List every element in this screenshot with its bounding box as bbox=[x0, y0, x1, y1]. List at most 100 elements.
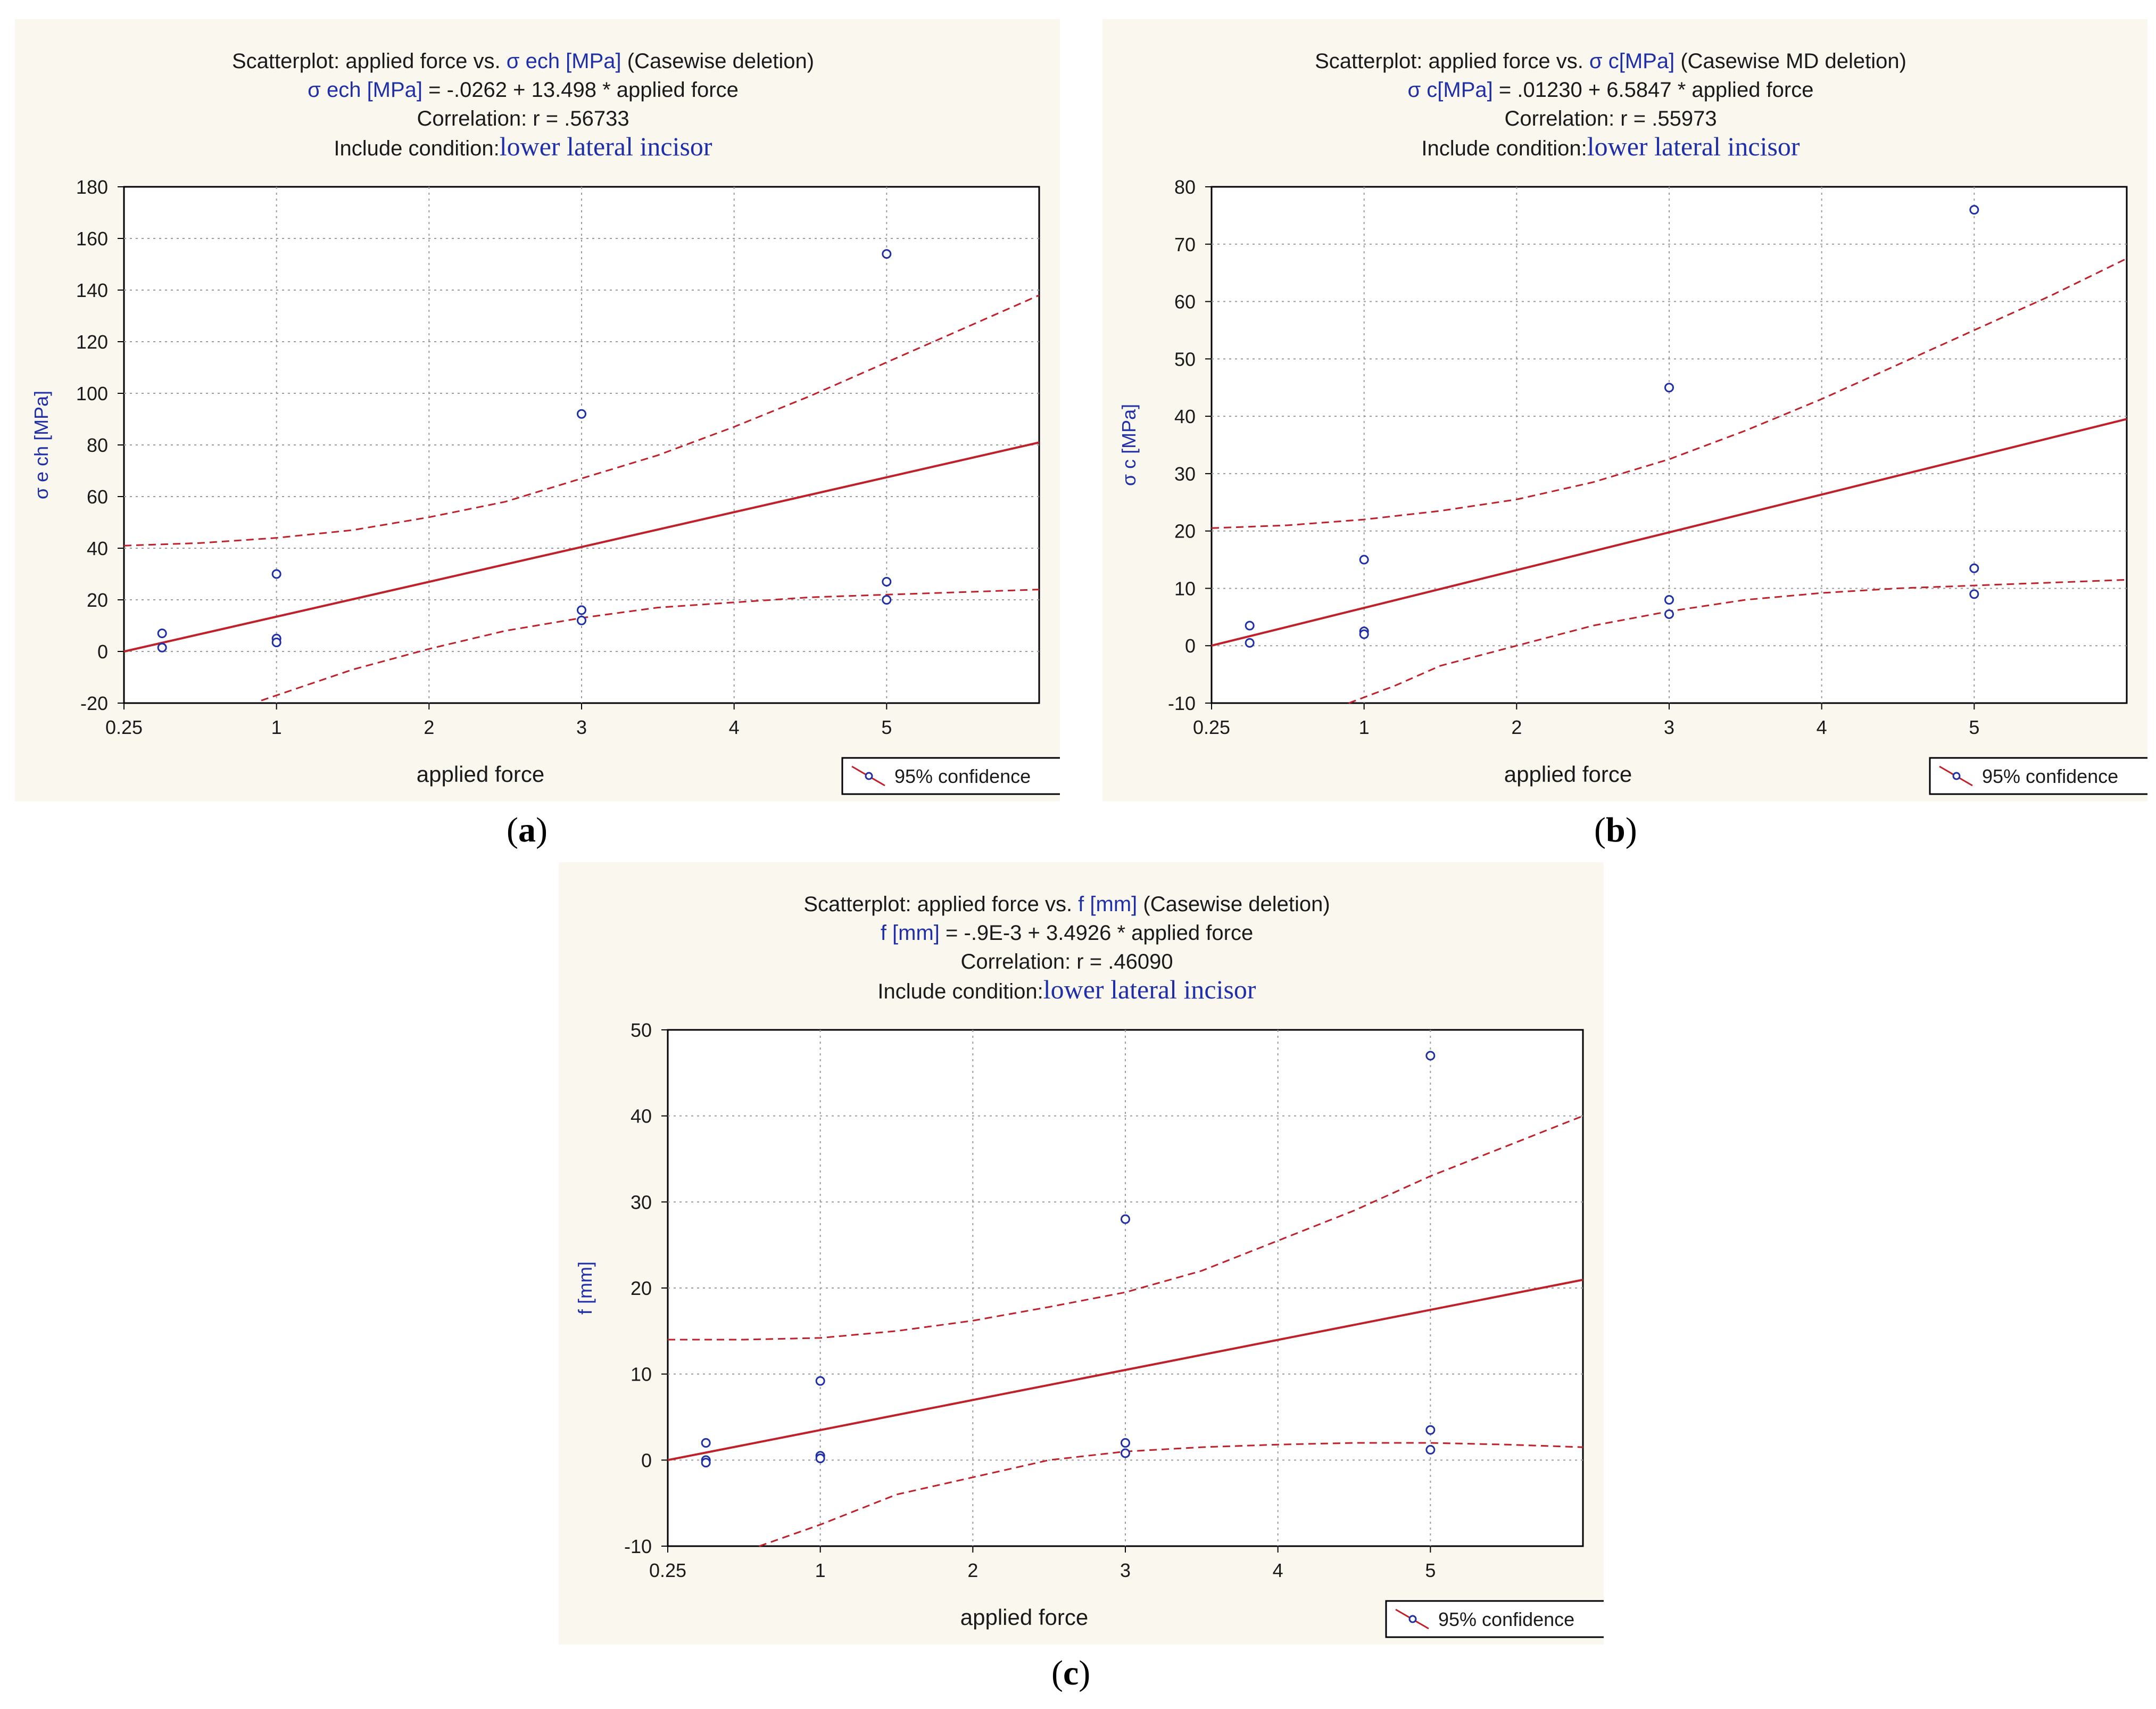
data-point-7 bbox=[1664, 609, 1674, 619]
legend-box bbox=[1385, 1600, 1604, 1638]
y-tick-label-9: 80 bbox=[1174, 176, 1196, 198]
data-point-5 bbox=[577, 409, 586, 419]
data-point-1 bbox=[157, 642, 167, 653]
y-tick-label-4: 30 bbox=[1174, 463, 1196, 485]
correlation-text: Correlation: r = .55973 bbox=[1504, 107, 1716, 130]
panel-label-c: (c) bbox=[1051, 1654, 1091, 1693]
chart-title-prefix: Scatterplot: applied force vs. bbox=[232, 49, 507, 73]
chart-title: Scatterplot: applied force vs. σ c[MPa] … bbox=[1315, 49, 1906, 73]
data-point-11 bbox=[1425, 1444, 1436, 1455]
regression-equation: σ c[MPa] = .01230 + 6.5847 * applied for… bbox=[1408, 78, 1814, 102]
data-point-2 bbox=[1359, 555, 1369, 565]
regression-line bbox=[1211, 418, 2127, 647]
data-point-8 bbox=[1969, 205, 1979, 215]
panel-label-a: (a) bbox=[507, 811, 548, 849]
x-tick-label-2: 2 bbox=[1511, 716, 1522, 738]
y-tick-label-7: 60 bbox=[1174, 291, 1196, 313]
data-point-6 bbox=[577, 605, 586, 615]
data-point-6 bbox=[1664, 595, 1674, 605]
x-axis-label: applied force bbox=[960, 1605, 1089, 1630]
x-tick-label-3: 3 bbox=[576, 716, 587, 738]
x-axis-label: applied force bbox=[1504, 762, 1632, 787]
chart-svg-a: Scatterplot: applied force vs. σ ech [MP… bbox=[30, 49, 1060, 795]
chart-panel-a: Scatterplot: applied force vs. σ ech [MP… bbox=[15, 19, 1060, 802]
equation-variable: σ ech [MPa] bbox=[308, 78, 422, 102]
y-tick-label-4: 60 bbox=[87, 486, 108, 508]
chart-panel-c: Scatterplot: applied force vs. f [mm] (C… bbox=[559, 862, 1604, 1645]
y-tick-label-2: 20 bbox=[87, 589, 108, 611]
correlation-text: Correlation: r = .56733 bbox=[417, 107, 629, 130]
confidence-band-upper bbox=[1211, 258, 2127, 529]
y-tick-label-10: 180 bbox=[76, 176, 108, 198]
x-tick-label-0: 0.25 bbox=[649, 1559, 686, 1581]
chart-title: Scatterplot: applied force vs. f [mm] (C… bbox=[803, 893, 1330, 916]
data-point-2 bbox=[271, 569, 281, 579]
chart-title-variable: f [mm] bbox=[1078, 893, 1137, 916]
legend-label: 95% confidence bbox=[1982, 765, 2118, 787]
include-condition: Include condition:lower lateral incisor bbox=[334, 131, 712, 161]
equation-rest: = -.9E-3 + 3.4926 * applied force bbox=[940, 921, 1253, 945]
include-condition-value: lower lateral incisor bbox=[1043, 975, 1256, 1004]
regression-equation: σ ech [MPa] = -.0262 + 13.498 * applied … bbox=[308, 78, 739, 102]
x-tick-label-5: 5 bbox=[881, 716, 892, 738]
data-point-7 bbox=[1121, 1438, 1130, 1448]
y-tick-label-0: -20 bbox=[80, 692, 108, 714]
y-tick-label-6: 50 bbox=[631, 1019, 652, 1041]
data-point-5 bbox=[815, 1454, 825, 1464]
regression-equation: f [mm] = -.9E-3 + 3.4926 * applied force bbox=[881, 921, 1253, 945]
confidence-band-upper bbox=[668, 1115, 1583, 1341]
include-condition: Include condition:lower lateral incisor bbox=[877, 975, 1256, 1004]
x-tick-label-4: 4 bbox=[729, 716, 740, 738]
chart-title-suffix: (Casewise MD deletion) bbox=[1674, 49, 1906, 73]
y-tick-label-0: -10 bbox=[1168, 692, 1196, 714]
data-point-3 bbox=[815, 1376, 825, 1386]
chart-title: Scatterplot: applied force vs. σ ech [MP… bbox=[232, 49, 814, 73]
include-condition-label: Include condition: bbox=[877, 980, 1043, 1003]
legend-point-symbol bbox=[1952, 772, 1961, 780]
y-tick-label-4: 30 bbox=[631, 1191, 652, 1213]
chart-panel-b: Scatterplot: applied force vs. σ c[MPa] … bbox=[1102, 19, 2147, 802]
equation-rest: = .01230 + 6.5847 * applied force bbox=[1493, 78, 1814, 102]
equation-rest: = -.0262 + 13.498 * applied force bbox=[422, 78, 739, 102]
x-tick-label-3: 3 bbox=[1120, 1559, 1131, 1581]
chart-title-prefix: Scatterplot: applied force vs. bbox=[803, 893, 1078, 916]
include-condition-label: Include condition: bbox=[1421, 137, 1587, 160]
confidence-band-upper bbox=[123, 294, 1040, 547]
chart-title-suffix: (Casewise deletion) bbox=[621, 49, 814, 73]
data-point-4 bbox=[271, 638, 281, 648]
data-point-4 bbox=[1359, 629, 1369, 639]
confidence-band-lower bbox=[261, 589, 1040, 701]
correlation-text: Correlation: r = .46090 bbox=[960, 950, 1173, 973]
data-point-5 bbox=[1664, 383, 1674, 393]
data-point-7 bbox=[577, 615, 586, 625]
chart-svg-c: Scatterplot: applied force vs. f [mm] (C… bbox=[574, 893, 1604, 1638]
legend-box bbox=[841, 757, 1060, 795]
data-point-10 bbox=[1425, 1425, 1436, 1435]
y-tick-label-5: 40 bbox=[1174, 406, 1196, 427]
include-condition: Include condition:lower lateral incisor bbox=[1421, 131, 1800, 161]
x-tick-label-0: 0.25 bbox=[105, 716, 143, 738]
include-condition-value: lower lateral incisor bbox=[1587, 131, 1800, 161]
chart-title-variable: σ ech [MPa] bbox=[507, 49, 621, 73]
confidence-band-lower bbox=[1348, 579, 2127, 704]
y-tick-label-6: 100 bbox=[76, 383, 108, 404]
data-point-6 bbox=[1121, 1214, 1130, 1224]
y-tick-label-5: 40 bbox=[631, 1105, 652, 1127]
chart-title-prefix: Scatterplot: applied force vs. bbox=[1315, 49, 1589, 73]
x-axis-label: applied force bbox=[417, 762, 545, 787]
y-axis-label: σ c [MPa] bbox=[1118, 404, 1140, 486]
data-point-9 bbox=[1425, 1051, 1436, 1061]
data-point-9 bbox=[1969, 563, 1979, 573]
chart-svg-b: Scatterplot: applied force vs. σ c[MPa] … bbox=[1118, 49, 2147, 795]
confidence-band-lower bbox=[759, 1442, 1583, 1547]
regression-line bbox=[123, 441, 1040, 653]
y-tick-label-1: 0 bbox=[641, 1449, 652, 1471]
y-tick-label-1: 0 bbox=[1185, 635, 1196, 657]
data-point-0 bbox=[157, 629, 167, 639]
data-point-1 bbox=[1245, 638, 1255, 648]
x-tick-label-2: 2 bbox=[424, 716, 434, 738]
data-point-9 bbox=[882, 577, 892, 587]
legend-label: 95% confidence bbox=[894, 765, 1031, 787]
y-tick-label-2: 10 bbox=[1174, 577, 1196, 599]
chart-title-suffix: (Casewise deletion) bbox=[1137, 893, 1330, 916]
